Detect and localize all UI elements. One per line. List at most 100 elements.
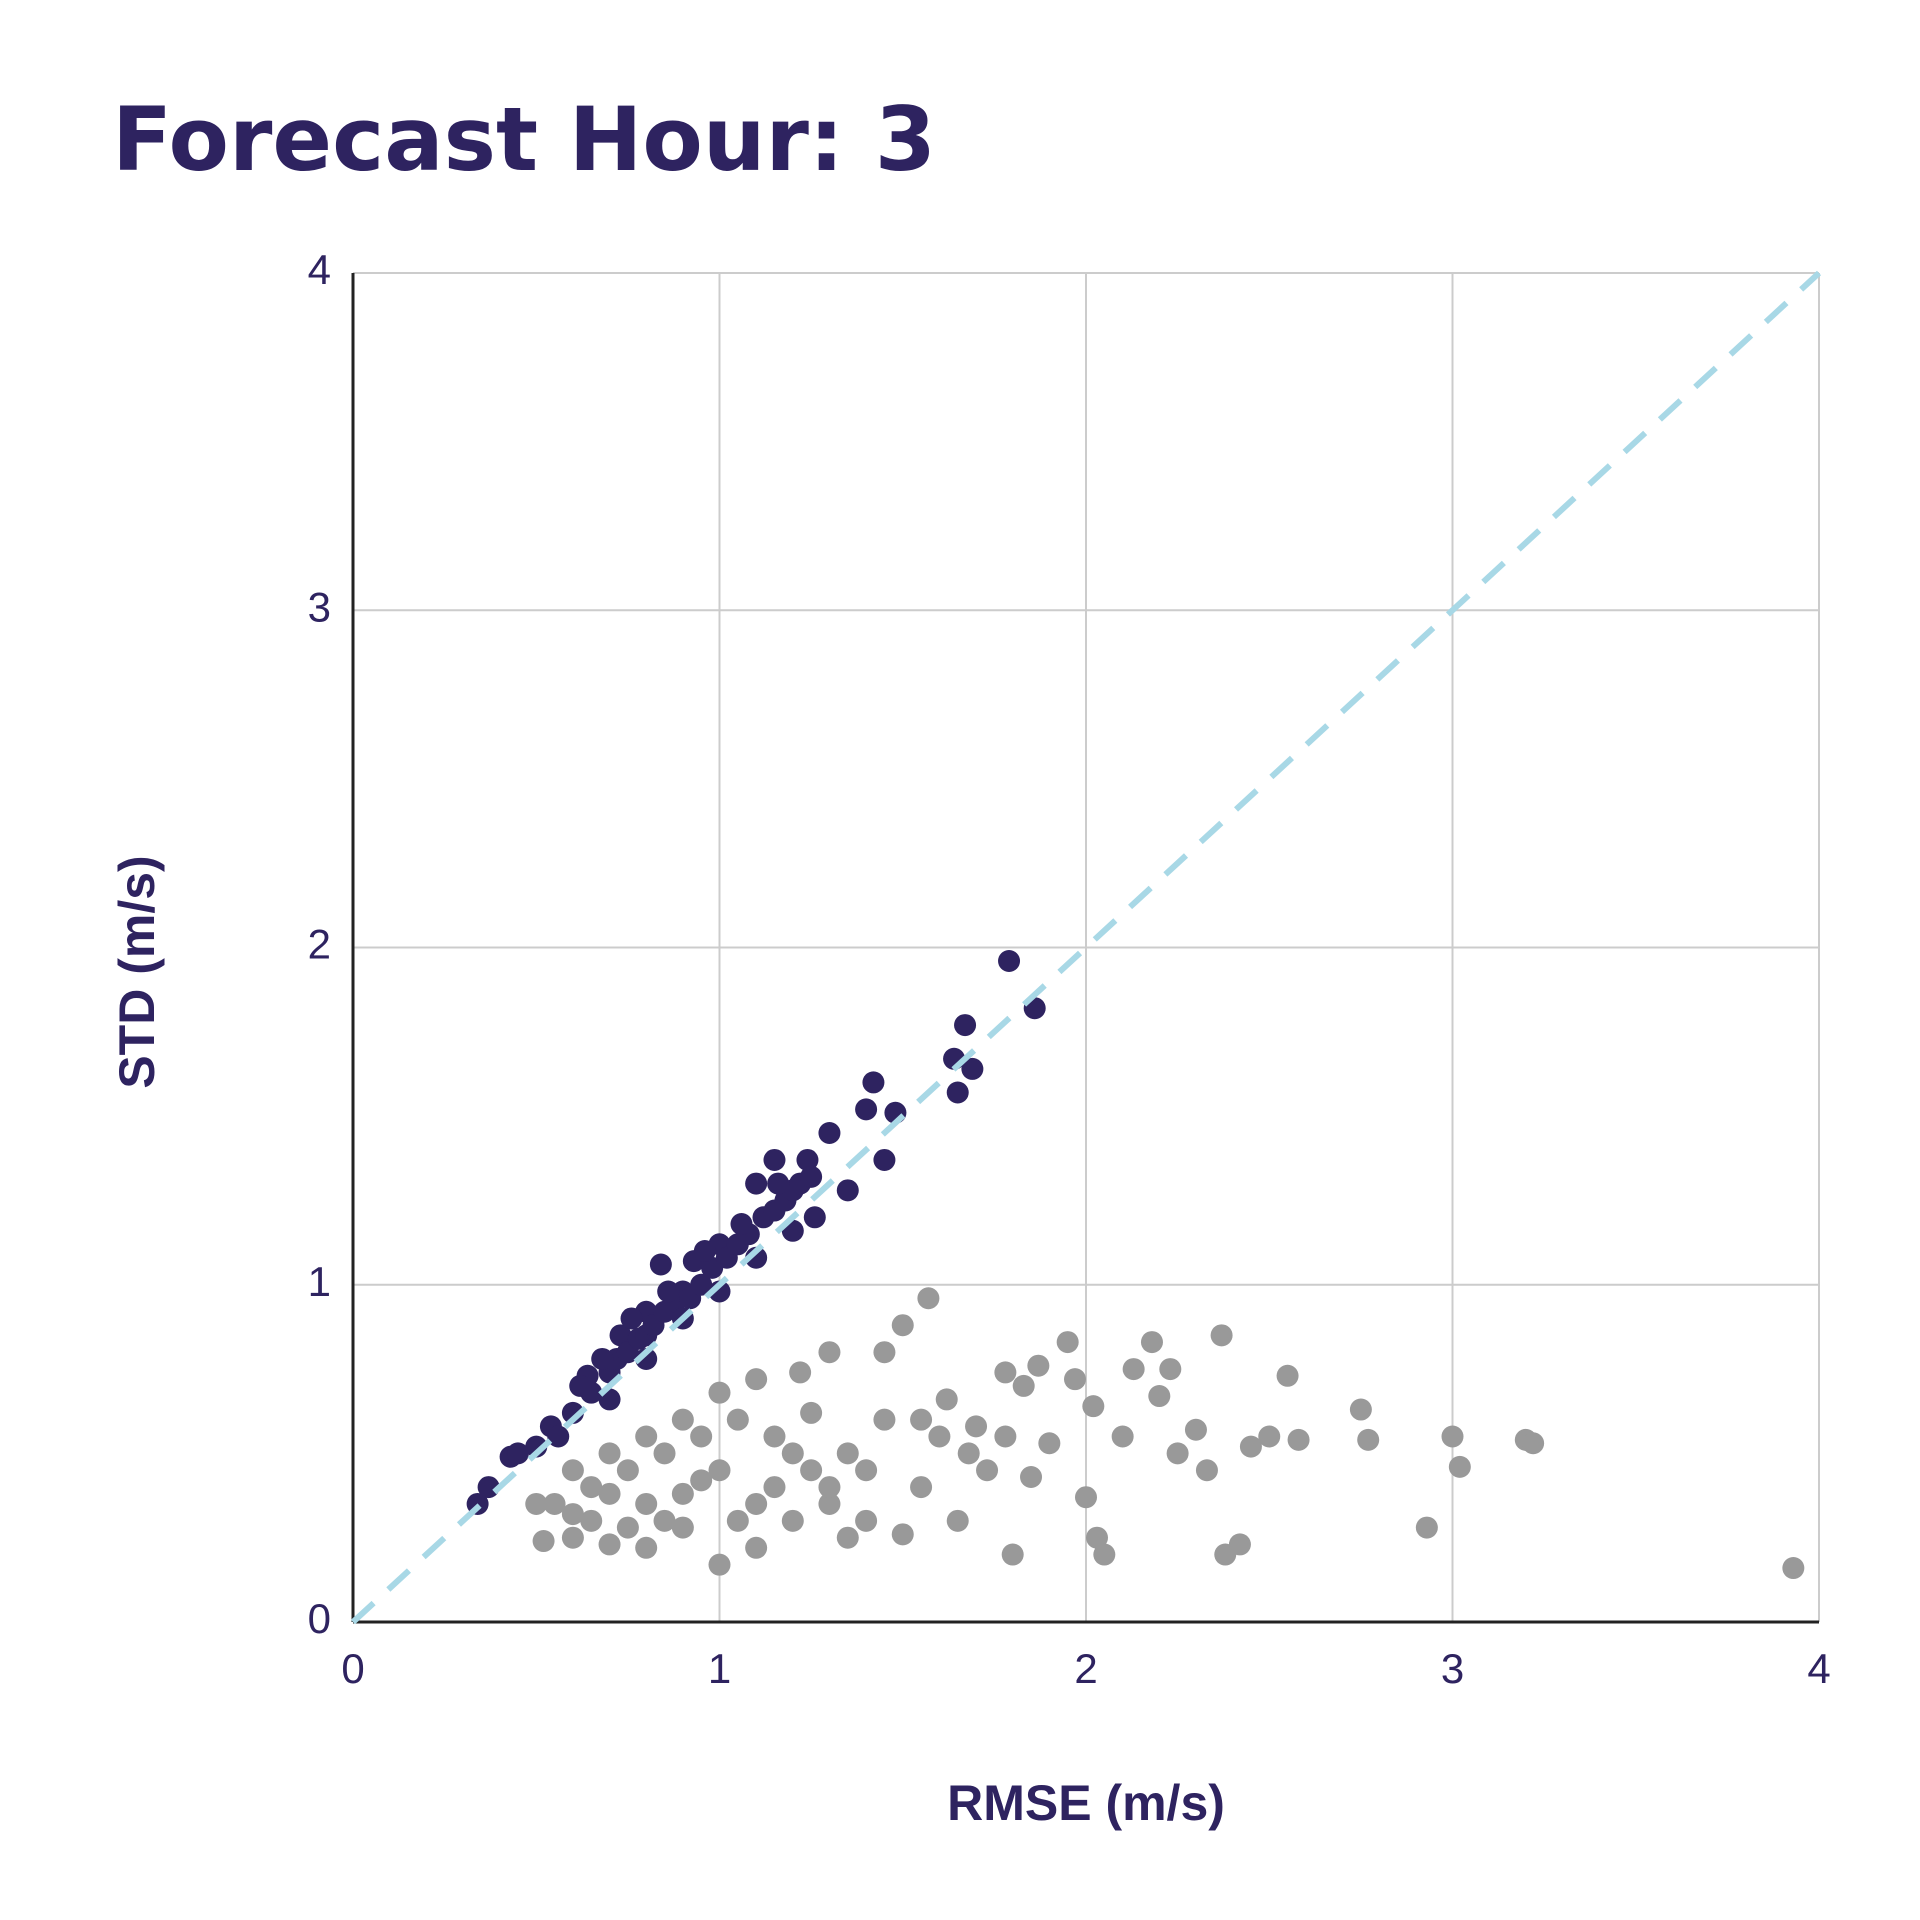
point — [818, 1341, 841, 1364]
point — [1056, 1331, 1079, 1354]
point — [543, 1492, 566, 1515]
point — [693, 1240, 716, 1263]
point — [616, 1459, 639, 1482]
point — [781, 1509, 804, 1532]
point — [1085, 1526, 1108, 1549]
point — [1415, 1516, 1438, 1539]
point — [477, 1476, 500, 1499]
point — [609, 1324, 632, 1347]
point — [910, 1476, 933, 1499]
point — [690, 1469, 713, 1492]
x-tick-label: 4 — [1807, 1645, 1830, 1692]
point — [745, 1492, 768, 1515]
point — [726, 1509, 749, 1532]
point — [657, 1280, 680, 1303]
chart-title: Forecast Hour: 3 — [112, 88, 936, 191]
point — [690, 1425, 713, 1448]
point — [873, 1148, 896, 1171]
point — [891, 1314, 914, 1337]
point — [855, 1459, 878, 1482]
point — [763, 1148, 786, 1171]
point — [767, 1172, 790, 1195]
point — [1349, 1398, 1372, 1421]
point — [569, 1374, 592, 1397]
point — [745, 1368, 768, 1391]
point — [635, 1425, 658, 1448]
point — [1184, 1418, 1207, 1441]
point — [891, 1523, 914, 1546]
point — [708, 1381, 731, 1404]
point — [763, 1425, 786, 1448]
point — [957, 1442, 980, 1465]
x-tick-label: 0 — [341, 1645, 364, 1692]
point — [1020, 1465, 1043, 1488]
point — [998, 949, 1021, 972]
point — [1441, 1425, 1464, 1448]
point — [789, 1361, 812, 1384]
point — [1448, 1455, 1471, 1478]
point — [635, 1536, 658, 1559]
point — [855, 1509, 878, 1532]
point — [708, 1553, 731, 1576]
point — [1001, 1543, 1024, 1566]
point — [1258, 1425, 1281, 1448]
point — [796, 1148, 819, 1171]
point — [598, 1482, 621, 1505]
point — [653, 1509, 676, 1532]
point — [803, 1206, 826, 1229]
point — [946, 1509, 969, 1532]
point — [1522, 1432, 1545, 1455]
point — [726, 1408, 749, 1431]
point — [994, 1425, 1017, 1448]
point — [1159, 1358, 1182, 1381]
point — [1140, 1331, 1163, 1354]
x-tick-label: 1 — [708, 1645, 731, 1692]
point — [836, 1179, 859, 1202]
point — [818, 1121, 841, 1144]
y-tick-label: 3 — [308, 583, 331, 630]
point — [620, 1307, 643, 1330]
point — [1239, 1435, 1262, 1458]
y-tick-label: 4 — [308, 246, 331, 293]
point — [598, 1442, 621, 1465]
point — [730, 1213, 753, 1236]
point — [532, 1530, 555, 1553]
point — [910, 1408, 933, 1431]
x-axis-label: RMSE (m/s) — [947, 1775, 1225, 1831]
point — [1075, 1486, 1097, 1509]
y-tick-label: 1 — [308, 1258, 331, 1305]
point — [946, 1081, 969, 1104]
point — [653, 1442, 676, 1465]
point — [708, 1459, 731, 1482]
point — [1195, 1459, 1218, 1482]
point — [561, 1526, 584, 1549]
point — [1228, 1533, 1251, 1556]
point — [1357, 1428, 1380, 1451]
point — [591, 1347, 614, 1370]
point — [525, 1492, 548, 1515]
point — [935, 1388, 958, 1411]
point — [580, 1509, 603, 1532]
point — [862, 1071, 885, 1094]
point — [506, 1442, 529, 1465]
point — [961, 1057, 984, 1080]
point — [855, 1098, 878, 1121]
point — [1210, 1324, 1233, 1347]
point — [917, 1287, 940, 1310]
point — [1276, 1364, 1299, 1387]
point — [616, 1516, 639, 1539]
point — [547, 1425, 570, 1448]
x-tick-label: 3 — [1441, 1645, 1464, 1692]
point — [763, 1476, 786, 1499]
point — [671, 1516, 694, 1539]
point — [954, 1014, 977, 1037]
point — [994, 1361, 1017, 1384]
point — [598, 1533, 621, 1556]
point — [1111, 1425, 1134, 1448]
point — [818, 1492, 841, 1515]
point — [1038, 1432, 1061, 1455]
y-tick-label: 2 — [308, 921, 331, 968]
point — [1166, 1442, 1189, 1465]
point — [818, 1476, 841, 1499]
